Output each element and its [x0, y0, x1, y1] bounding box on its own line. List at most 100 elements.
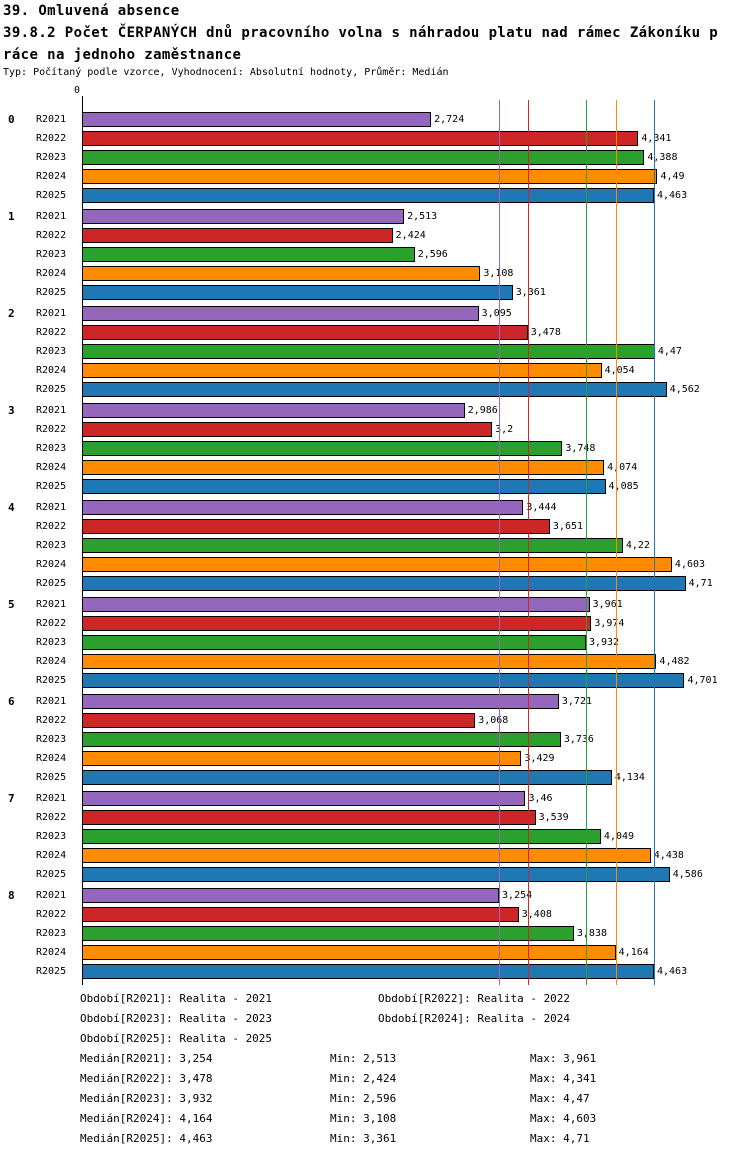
- bar-track: 4,47: [82, 342, 750, 361]
- bar-track: 3,068: [82, 711, 750, 730]
- bar-track: 3,974: [82, 614, 750, 633]
- bar-row: R2023 4,388: [0, 148, 750, 167]
- bar-group-2: 2 R2021 3,095 R2022 3,478 R2023 4,47 R2024 4,054…: [0, 304, 750, 399]
- bar-r2022-group-2: [82, 325, 528, 340]
- series-label: R2021: [36, 502, 67, 513]
- bar-row: R2022 4,341: [0, 129, 750, 148]
- group-label: 7: [8, 792, 15, 805]
- bar-track: 4,085: [82, 477, 750, 496]
- chart-meta-line: Typ: Počítaný podle vzorce, Vyhodnocení:…: [3, 67, 449, 78]
- legend-item-r2025: Období[R2025]: Realita - 2025: [80, 1032, 273, 1045]
- bar-r2023-group-7: [82, 829, 601, 844]
- bar-r2021-group-4: [82, 500, 524, 515]
- bar-track: 3,108: [82, 264, 750, 283]
- bar-group-0: 0 R2021 2,724 R2022 4,341 R2023 4,388 R2024 4,49…: [0, 110, 750, 205]
- bar-r2021-group-0: [82, 112, 432, 127]
- stat-median-r2025: Medián[R2025]: 4,463: [80, 1132, 213, 1145]
- bar-row: R2025 4,134: [0, 768, 750, 787]
- stat-max-r2021: Max: 3,961: [530, 1052, 597, 1065]
- bar-row: 7 R2021 3,46: [0, 789, 750, 808]
- bar-row: R2024 4,49: [0, 167, 750, 186]
- bar-track: 4,22: [82, 536, 750, 555]
- bar-row: R2025 4,71: [0, 574, 750, 593]
- series-label: R2025: [36, 772, 67, 783]
- bar-r2025-group-2: [82, 382, 667, 397]
- bar-r2024-group-6: [82, 751, 522, 766]
- stat-min-r2022: Min: 2,424: [330, 1072, 397, 1085]
- bar-track: 2,513: [82, 207, 750, 226]
- bar-value-label: 4,586: [672, 869, 703, 880]
- bar-track: 3,736: [82, 730, 750, 749]
- bar-r2021-group-2: [82, 306, 479, 321]
- series-label: R2022: [36, 909, 67, 920]
- bar-track: 3,095: [82, 304, 750, 323]
- series-label: R2021: [36, 114, 67, 125]
- series-label: R2021: [36, 211, 67, 222]
- series-label: R2025: [36, 481, 67, 492]
- bar-value-label: 3,429: [524, 753, 555, 764]
- bar-track: 4,49: [82, 167, 750, 186]
- bar-track: 4,586: [82, 865, 750, 884]
- bar-value-label: 4,49: [660, 171, 685, 182]
- axis-zero-label: 0: [73, 85, 80, 96]
- bar-value-label: 4,074: [607, 462, 638, 473]
- chart-subtitle-line2: ráce na jednoho zaměstnance: [3, 47, 242, 63]
- series-label: R2023: [36, 831, 67, 842]
- series-label: R2025: [36, 869, 67, 880]
- bar-row: R2022 3,478: [0, 323, 750, 342]
- bar-row: R2022 3,974: [0, 614, 750, 633]
- bar-track: 4,341: [82, 129, 750, 148]
- series-label: R2021: [36, 793, 67, 804]
- bar-track: 3,838: [82, 924, 750, 943]
- bar-row: R2024 3,108: [0, 264, 750, 283]
- bar-row: R2023 3,748: [0, 439, 750, 458]
- bar-row: R2024 4,438: [0, 846, 750, 865]
- bar-row: R2025 4,463: [0, 962, 750, 981]
- bar-r2022-group-7: [82, 810, 536, 825]
- series-label: R2023: [36, 540, 67, 551]
- bar-row: 5 R2021 3,961: [0, 595, 750, 614]
- bar-track: 2,596: [82, 245, 750, 264]
- group-label: 6: [8, 695, 15, 708]
- series-label: R2022: [36, 521, 67, 532]
- bar-track: 3,748: [82, 439, 750, 458]
- bar-value-label: 3,254: [502, 890, 533, 901]
- bar-group-8: 8 R2021 3,254 R2022 3,408 R2023 3,838 R2024 4,16…: [0, 886, 750, 981]
- axis-tick: [82, 96, 83, 100]
- bar-value-label: 3,748: [565, 443, 596, 454]
- bar-track: 3,408: [82, 905, 750, 924]
- series-label: R2024: [36, 850, 67, 861]
- series-label: R2023: [36, 346, 67, 357]
- bar-r2024-group-7: [82, 848, 651, 863]
- bar-r2025-group-8: [82, 964, 654, 979]
- series-label: R2022: [36, 327, 67, 338]
- bar-track: 4,71: [82, 574, 750, 593]
- stat-min-r2024: Min: 3,108: [330, 1112, 397, 1125]
- bar-r2022-group-4: [82, 519, 550, 534]
- bar-row: R2022 3,539: [0, 808, 750, 827]
- bar-value-label: 4,463: [656, 966, 688, 977]
- bar-value-label: 3,974: [594, 618, 625, 629]
- bar-r2021-group-6: [82, 694, 559, 709]
- bar-r2023-group-3: [82, 441, 563, 456]
- bar-r2023-group-2: [82, 344, 655, 359]
- bar-track: 4,164: [82, 943, 750, 962]
- bar-value-label: 4,22: [625, 540, 650, 551]
- bar-r2025-group-1: [82, 285, 513, 300]
- bar-chart: 0 0 R2021 2,724 R2022 4,341 R2023 4,388 R2024 4,…: [0, 85, 750, 988]
- bar-group-5: 5 R2021 3,961 R2022 3,974 R2023 3,932 R2024 4,48…: [0, 595, 750, 690]
- series-label: R2024: [36, 462, 67, 473]
- bar-value-label: 4,701: [687, 675, 718, 686]
- series-label: R2023: [36, 637, 67, 648]
- bar-r2022-group-0: [82, 131, 639, 146]
- bar-r2025-group-4: [82, 576, 686, 591]
- bar-group-3: 3 R2021 2,986 R2022 3,2 R2023 3,748 R2024 4,074 R…: [0, 401, 750, 496]
- bar-track: 3,721: [82, 692, 750, 711]
- bar-track: 4,388: [82, 148, 750, 167]
- series-label: R2024: [36, 559, 67, 570]
- bar-track: 4,054: [82, 361, 750, 380]
- bar-r2025-group-0: [82, 188, 654, 203]
- series-label: R2021: [36, 890, 67, 901]
- stat-max-r2025: Max: 4,71: [530, 1132, 590, 1145]
- page-title: 39. Omluvená absence: [3, 3, 180, 19]
